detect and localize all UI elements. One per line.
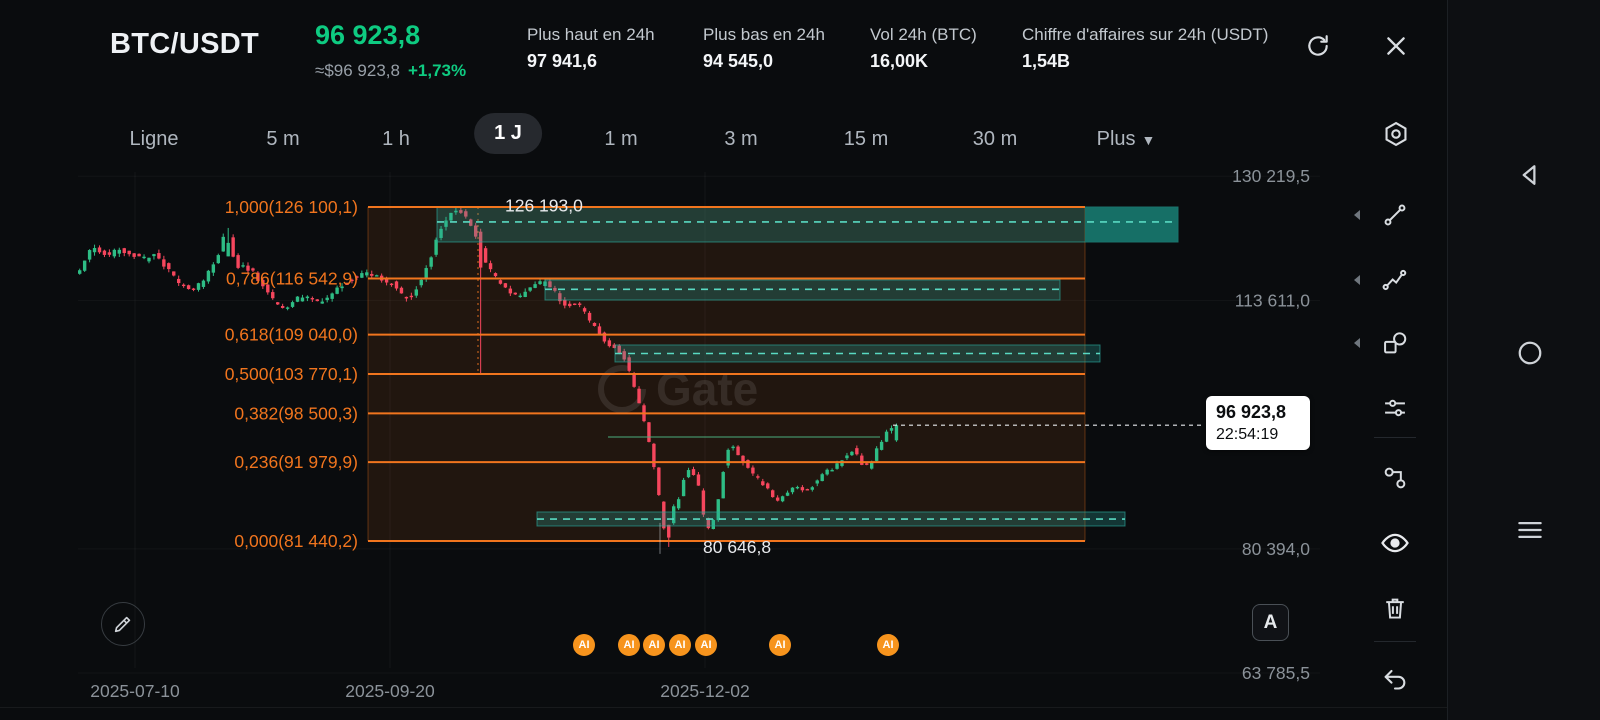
fib-level-label: 0,382(98 500,3) — [234, 403, 358, 423]
chart-frame-line — [0, 707, 1447, 708]
zone-rect — [544, 279, 1061, 301]
delete-drawings-icon[interactable] — [1371, 586, 1419, 630]
stat-low-24h: Plus bas en 24h 94 545,0 — [703, 25, 863, 72]
line-tool-icon[interactable] — [1371, 193, 1419, 237]
toolbar-divider — [1374, 641, 1416, 642]
tab-1j[interactable]: 1 J — [474, 113, 542, 154]
tab-1m[interactable]: 1 m — [596, 120, 645, 159]
stat-label: Chiffre d'affaires sur 24h (USDT) — [1022, 25, 1269, 44]
expand-left-icon[interactable] — [1354, 210, 1360, 220]
low-price-label: 80 646,8 — [703, 537, 771, 557]
svg-text:80 394,0: 80 394,0 — [1242, 539, 1310, 559]
fib-level-label: 0,500(103 770,1) — [225, 364, 358, 384]
font-size-button[interactable]: A — [1252, 604, 1289, 641]
fib-level-label: 0,000(81 440,2) — [234, 531, 358, 551]
ai-signal-badge[interactable]: AI — [643, 634, 665, 656]
stat-label: Plus haut en 24h — [527, 25, 655, 44]
zone-rect — [614, 344, 1101, 363]
fib-level-label: 1,000(126 100,1) — [225, 197, 358, 217]
svg-text:2025-09-20: 2025-09-20 — [345, 681, 435, 701]
stat-vol-24h: Vol 24h (BTC) 16,00K — [870, 25, 1015, 72]
tab-1h[interactable]: 1 h — [374, 120, 418, 159]
zone-rect — [436, 206, 1179, 243]
chart-settings-icon[interactable] — [1379, 117, 1413, 151]
fib-level-label: 0,618(109 040,0) — [225, 325, 358, 345]
price-axis-labels: 130 219,5 113 611,0 80 394,0 63 785,5 — [1232, 166, 1310, 683]
tab-ligne[interactable]: Ligne — [122, 120, 187, 159]
stat-label: Vol 24h (BTC) — [870, 25, 977, 44]
fib-level-label: 0,786(116 542,9) — [226, 268, 358, 288]
undo-icon[interactable] — [1371, 656, 1419, 700]
tab-plus-dropdown[interactable]: Plus ▼ — [1089, 120, 1164, 159]
watermark-text: Gate — [656, 363, 758, 415]
close-icon[interactable] — [1380, 30, 1412, 62]
change-24h: +1,73% — [407, 61, 467, 80]
pair-title: BTC/USDT — [110, 28, 259, 60]
approx-price-row: ≈$96 923,8 +1,73% — [315, 61, 466, 81]
chevron-down-icon: ▼ — [1141, 132, 1156, 148]
svg-text:113 611,0: 113 611,0 — [1235, 290, 1311, 310]
tab-3m[interactable]: 3 m — [716, 120, 765, 159]
record-circle-icon[interactable] — [1506, 329, 1554, 377]
plus-label: Plus — [1096, 128, 1136, 150]
toolbar-divider — [1374, 437, 1416, 438]
ai-signal-badge[interactable]: AI — [769, 634, 791, 656]
high-price-label: 126 193,0 — [505, 195, 583, 215]
ai-signal-badge[interactable]: AI — [573, 634, 595, 656]
time-axis-labels: 2025-07-10 2025-09-20 2025-12-02 — [90, 681, 750, 701]
expand-left-icon[interactable] — [1354, 338, 1360, 348]
stat-high-24h: Plus haut en 24h 97 941,6 — [527, 25, 692, 72]
menu-lines-icon[interactable] — [1506, 506, 1554, 554]
current-price-time: 22:54:19 — [1216, 426, 1279, 443]
svg-text:63 785,5: 63 785,5 — [1242, 663, 1310, 683]
stat-value: 16,00K — [870, 51, 929, 71]
supply-demand-zones — [436, 206, 1179, 527]
approx-price: ≈$96 923,8 — [315, 61, 400, 80]
current-price-tag[interactable]: 96 923,8 22:54:19 — [1206, 396, 1310, 450]
multiline-tool-icon[interactable] — [1371, 258, 1419, 302]
candlestick-series — [78, 206, 899, 547]
svg-text:2025-07-10: 2025-07-10 — [90, 681, 180, 701]
fib-level-label: 0,236(91 979,9) — [234, 452, 358, 472]
gate-watermark: Gate — [598, 363, 758, 415]
tab-15m[interactable]: 15 m — [836, 120, 896, 159]
ai-signal-badge[interactable]: AI — [877, 634, 899, 656]
tab-30m[interactable]: 30 m — [965, 120, 1025, 159]
stat-value: 94 545,0 — [703, 51, 774, 71]
refresh-icon[interactable] — [1302, 30, 1334, 62]
brush-tool-button[interactable] — [101, 602, 145, 646]
indicator-settings-icon[interactable] — [1371, 386, 1419, 430]
ai-signal-badge[interactable]: AI — [695, 634, 717, 656]
stat-label: Plus bas en 24h — [703, 25, 825, 44]
ai-signal-badge[interactable]: AI — [618, 634, 640, 656]
group-tool-icon[interactable] — [1371, 456, 1419, 500]
visibility-eye-icon[interactable] — [1371, 521, 1419, 565]
shapes-tool-icon[interactable] — [1371, 321, 1419, 365]
svg-text:2025-12-02: 2025-12-02 — [660, 681, 750, 701]
stat-value: 1,54B — [1022, 51, 1071, 71]
stat-turnover-24h: Chiffre d'affaires sur 24h (USDT) 1,54B — [1022, 25, 1294, 72]
collapse-panel-icon[interactable] — [1506, 151, 1554, 199]
expand-left-icon[interactable] — [1354, 275, 1360, 285]
svg-text:130 219,5: 130 219,5 — [1232, 166, 1310, 186]
tab-5m[interactable]: 5 m — [258, 120, 307, 159]
stat-value: 97 941,6 — [527, 51, 598, 71]
fib-retracement: 1,000(126 100,1) 0,786(116 542,9) 0,618(10… — [225, 197, 1085, 551]
ai-signal-badge[interactable]: AI — [669, 634, 691, 656]
current-price-value: 96 923,8 — [1216, 402, 1287, 422]
last-price: 96 923,8 — [315, 20, 421, 50]
